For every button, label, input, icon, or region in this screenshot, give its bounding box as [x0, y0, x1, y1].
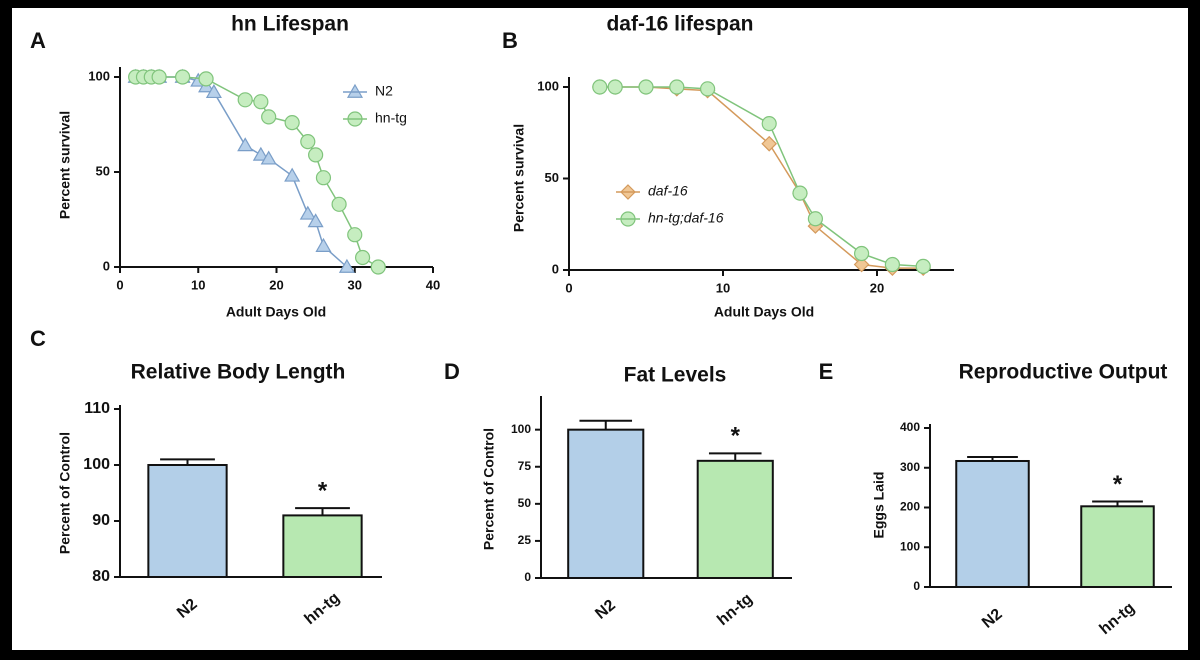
bar: [955, 459, 1030, 588]
y-tick-label: 100: [88, 68, 110, 83]
y-axis-label: Percent of Control: [57, 432, 73, 554]
data-point: [253, 94, 269, 110]
legend-marker: [346, 83, 364, 98]
data-point: [237, 137, 254, 152]
x-axis-label: Adult Days Old: [714, 304, 814, 320]
data-point: [853, 256, 870, 273]
panel-label: E: [819, 359, 834, 384]
legend-label: hn-tg: [375, 110, 407, 126]
data-point: [205, 83, 222, 99]
chart-title: hn Lifespan: [231, 13, 349, 36]
y-tick-label: 100: [83, 456, 110, 473]
y-tick-label: 300: [900, 460, 920, 474]
x-tick-label: 40: [426, 277, 440, 292]
data-point: [699, 81, 716, 97]
panel-label: C: [30, 326, 46, 351]
data-point: [300, 134, 316, 150]
panel-label: B: [502, 28, 518, 53]
data-point: [370, 259, 386, 275]
data-point: [638, 79, 654, 95]
data-point: [284, 114, 300, 131]
y-tick-label: 0: [103, 258, 110, 273]
data-point: [198, 71, 214, 87]
data-point: [299, 205, 316, 220]
bar: [147, 464, 228, 578]
significance-mark: *: [318, 477, 328, 504]
y-tick-label: 50: [518, 496, 532, 510]
x-tick-label: 30: [348, 277, 362, 292]
chart-title: daf-16 lifespan: [606, 13, 753, 36]
y-axis-label: Percent survival: [57, 111, 73, 219]
data-point: [915, 258, 931, 274]
legend-label: daf-16: [648, 183, 688, 199]
data-point: [307, 213, 324, 228]
data-point: [669, 79, 685, 95]
data-point: [761, 115, 777, 132]
data-point: [315, 170, 332, 186]
x-tick-label: 10: [716, 280, 730, 295]
x-tick-label: 20: [870, 280, 884, 295]
significance-mark: *: [731, 423, 741, 450]
data-point: [338, 258, 355, 273]
data-point: [151, 69, 167, 85]
y-axis-label: Eggs Laid: [871, 472, 887, 539]
y-tick-label: 100: [900, 539, 920, 553]
significance-mark: *: [1113, 471, 1123, 498]
data-point: [260, 150, 277, 165]
y-axis-label: Percent of Control: [481, 428, 497, 550]
y-tick-label: 400: [900, 420, 920, 434]
legend-label: hn-tg;daf-16: [648, 210, 724, 226]
x-tick-label: 0: [565, 280, 572, 295]
y-tick-label: 100: [511, 422, 531, 436]
data-point: [884, 256, 901, 273]
bar: [567, 428, 645, 579]
y-tick-label: 0: [913, 579, 920, 593]
chart-title: Fat Levels: [624, 364, 727, 387]
y-tick-label: 200: [900, 500, 920, 514]
x-tick-label: 20: [269, 277, 283, 292]
x-axis-label: Adult Days Old: [226, 304, 326, 320]
bar: [282, 514, 363, 579]
y-tick-label: 90: [92, 512, 110, 529]
data-point: [761, 135, 778, 152]
y-tick-label: 80: [92, 568, 110, 585]
y-tick-label: 75: [518, 459, 532, 473]
chart-title: Reproductive Output: [959, 361, 1168, 384]
y-tick-label: 110: [84, 400, 110, 417]
y-axis-label: Percent survival: [511, 124, 527, 232]
y-tick-label: 25: [518, 533, 532, 547]
panel-label: A: [30, 28, 46, 53]
data-point: [347, 227, 363, 243]
x-tick-label: 10: [191, 277, 205, 292]
data-point: [592, 79, 608, 95]
y-tick-label: 0: [552, 261, 559, 276]
data-point: [331, 196, 347, 212]
data-point: [237, 92, 253, 108]
data-point: [792, 185, 808, 201]
bar: [1080, 505, 1155, 588]
bar: [696, 459, 774, 580]
data-point: [308, 147, 324, 163]
data-point: [354, 249, 371, 266]
data-point: [315, 237, 332, 252]
data-point: [175, 69, 191, 85]
data-point: [252, 146, 269, 161]
y-tick-label: 0: [524, 570, 531, 584]
data-point: [807, 211, 824, 227]
x-tick-label: 0: [116, 277, 123, 292]
chart-title: Relative Body Length: [131, 361, 346, 384]
data-point: [284, 167, 301, 182]
data-point: [607, 79, 623, 95]
legend-label: N2: [375, 83, 393, 99]
y-tick-label: 50: [545, 170, 559, 185]
data-point: [853, 245, 870, 262]
y-tick-label: 100: [537, 78, 559, 93]
data-point: [261, 109, 277, 125]
y-tick-label: 50: [96, 163, 110, 178]
panel-label: D: [444, 359, 460, 384]
